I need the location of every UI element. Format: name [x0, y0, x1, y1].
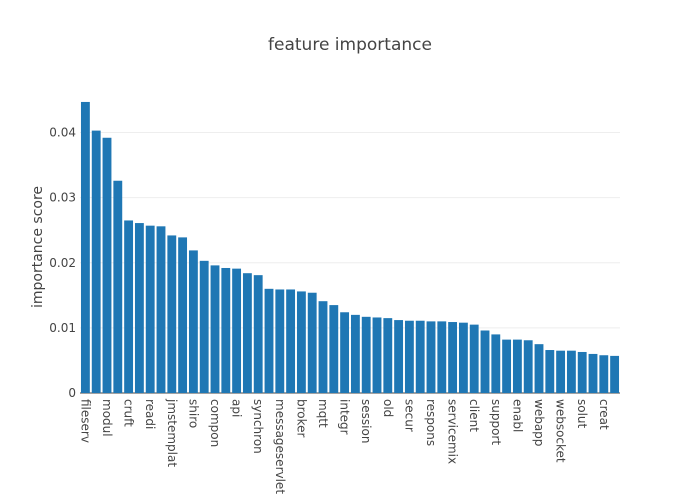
bar	[404, 320, 414, 393]
bar	[588, 353, 598, 393]
chart-title: feature importance	[268, 35, 432, 55]
x-tick-label: client	[467, 399, 481, 432]
x-tick-label: messageservlet	[273, 399, 287, 494]
bar	[448, 322, 458, 393]
x-tick-label: cruft	[122, 399, 136, 427]
bar	[361, 316, 371, 393]
bar	[458, 322, 468, 393]
bar	[534, 344, 544, 393]
bar	[523, 340, 533, 393]
bar	[512, 339, 522, 393]
bar	[372, 317, 382, 393]
y-tick-label: 0.02	[49, 256, 76, 270]
bar	[199, 260, 209, 393]
bar	[253, 275, 263, 393]
bar	[296, 291, 306, 393]
x-tick-label: api	[230, 399, 244, 417]
x-tick-label: creat	[597, 399, 611, 430]
bar	[113, 180, 123, 393]
bar	[210, 265, 220, 393]
bar	[340, 312, 350, 393]
bar	[394, 320, 404, 393]
x-tick-label: integr	[338, 399, 352, 435]
bar	[221, 267, 231, 393]
bar	[91, 130, 101, 393]
bar	[383, 318, 393, 393]
y-tick-label: 0	[68, 386, 76, 400]
bar	[329, 305, 339, 393]
x-tick-label: servicemix	[446, 399, 460, 464]
x-tick-label: respons	[424, 399, 438, 446]
bar	[599, 355, 609, 393]
bar	[556, 350, 566, 393]
bar	[610, 355, 620, 393]
x-tick-label: solut	[575, 399, 589, 429]
bar	[286, 289, 296, 393]
x-tick-label: old	[381, 399, 395, 417]
bar	[502, 339, 512, 393]
x-axis-ticks: fileserv modul cruft readi jmstemplat shiro co…	[78, 398, 610, 494]
bar	[545, 350, 555, 393]
x-tick-label: webapp	[532, 399, 546, 446]
bar	[232, 268, 242, 393]
x-tick-label: modul	[100, 399, 114, 437]
bar	[469, 324, 479, 393]
y-tick-label: 0.01	[49, 321, 76, 335]
x-tick-label: websocket	[554, 399, 568, 463]
bar	[156, 226, 166, 393]
x-tick-label: readi	[143, 399, 157, 429]
bar	[577, 351, 587, 393]
bar	[102, 137, 112, 393]
bar	[491, 334, 501, 393]
bar	[415, 320, 425, 393]
bar	[188, 250, 198, 393]
x-tick-label: support	[489, 399, 503, 445]
x-tick-label: mqtt	[316, 399, 330, 428]
x-tick-label: jmstemplat	[165, 398, 179, 467]
bar	[178, 237, 188, 393]
bar	[167, 235, 177, 393]
bar	[275, 289, 285, 393]
x-tick-label: compon	[208, 399, 222, 447]
bar	[242, 273, 252, 393]
bar	[566, 350, 576, 393]
x-tick-label: shiro	[186, 399, 200, 428]
bars	[80, 101, 620, 393]
bar	[145, 225, 155, 393]
bar	[350, 314, 360, 393]
x-tick-label: session	[359, 399, 373, 443]
x-tick-label: enabl	[510, 399, 524, 432]
x-tick-label: synchron	[251, 399, 265, 454]
bar	[426, 321, 436, 393]
bar	[437, 321, 447, 393]
bar	[307, 292, 317, 393]
bar	[480, 330, 490, 393]
bar	[318, 301, 328, 393]
bar	[124, 220, 134, 393]
y-tick-label: 0.04	[49, 126, 76, 140]
x-tick-label: broker	[294, 399, 308, 438]
x-tick-label: secur	[402, 399, 416, 432]
x-tick-label: fileserv	[78, 399, 92, 443]
y-tick-label: 0.03	[49, 191, 76, 205]
y-axis-ticks: 0 0.01 0.02 0.03 0.04	[49, 126, 76, 400]
bar	[264, 288, 274, 393]
bar	[134, 223, 144, 393]
bar	[80, 101, 90, 393]
